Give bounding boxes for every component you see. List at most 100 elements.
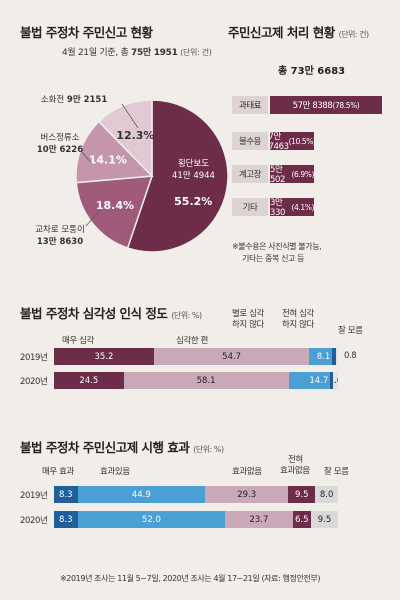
- pie-pct-label: 14.1%: [89, 154, 127, 167]
- segment-value: 29.3: [237, 489, 257, 500]
- segment-value: 1.6: [333, 375, 338, 386]
- segment-value: 23.7: [249, 514, 269, 525]
- proc-total: 총 73만 6683: [278, 66, 346, 77]
- bar-segment: 9.5: [311, 511, 338, 528]
- proc-title: 주민신고제 처리 현황 (단위: 건): [228, 22, 369, 41]
- pie-leader-line: [85, 209, 101, 227]
- series-label: 매우 효과: [42, 467, 74, 477]
- bar-segment: 23.7: [225, 511, 293, 528]
- series-label: 매우 심각: [62, 336, 94, 346]
- serious-title: 불법 주정차 심각성 인식 정도 (단위: %): [20, 303, 202, 322]
- bar-segment: [332, 348, 336, 365]
- proc-value-label: 57만 8388: [292, 101, 333, 111]
- proc-bar: 7만 7463 (10.5%): [268, 132, 316, 152]
- series-label: 전혀 심각: [282, 309, 314, 319]
- pie-subtitle: 4월 21일 기준, 총 75만 1951 (단위: 건): [62, 45, 212, 58]
- pie-count-label: 41만 4944: [172, 171, 215, 181]
- bar-segment: 8.3: [54, 511, 78, 528]
- pie-pct-label: 12.3%: [116, 129, 154, 142]
- segment-value: 44.9: [131, 489, 151, 500]
- series-label: 별로 심각: [232, 309, 264, 319]
- effect-unit: (단위: %): [193, 445, 224, 454]
- series-label: 잘 모름: [338, 326, 363, 336]
- proc-title-text: 주민신고제 처리 현황: [228, 25, 335, 40]
- bar-segment: [335, 348, 338, 365]
- pie-outside-name: 버스정류소: [40, 132, 79, 143]
- year-label: 2020년: [20, 516, 48, 526]
- segment-value: 35.2: [94, 351, 114, 362]
- bar-segment: 44.9: [77, 486, 206, 503]
- serious-title-text: 불법 주정차 심각성 인식 정도: [20, 306, 168, 321]
- pie-pct-label: 18.4%: [96, 199, 134, 212]
- pie-subtitle-total: 75만 1951: [130, 48, 178, 58]
- segment-value: 9.5: [317, 514, 332, 525]
- proc-pct-label: (4.1%): [291, 202, 314, 212]
- proc-pct-label: (78.5%): [332, 100, 360, 110]
- bar-segment: 6.5: [292, 511, 311, 528]
- year-label: 2019년: [20, 491, 48, 501]
- series-label: 효과없음: [232, 467, 262, 477]
- segment-value: 9.5: [295, 489, 309, 500]
- proc-bar: 5만 502 (6.9%): [270, 165, 314, 185]
- pie-name-label: 횡단보도: [178, 158, 209, 169]
- proc-note-line1: ※불수용은 사진식별 불가능,: [232, 242, 322, 251]
- pie-title: 불법 주정차 주민신고 현황: [20, 25, 153, 40]
- pie-pct-label: 55.2%: [174, 195, 212, 208]
- series-label: 잘 모름: [324, 467, 349, 477]
- pie-outside-count: 10만 6226: [37, 144, 83, 155]
- bar-segment: 52.0: [77, 511, 226, 528]
- pie-slice: [75, 175, 154, 249]
- bar-segment: 8.0: [315, 486, 338, 503]
- proc-category-label: 계고장: [232, 165, 268, 183]
- bar-segment: [330, 372, 334, 389]
- segment-value: 54.7: [222, 351, 242, 362]
- segment-value: 8.0: [319, 489, 334, 500]
- segment-value: 6.5: [295, 514, 309, 525]
- proc-bar: 3만 330 (4.1%): [270, 198, 314, 218]
- segment-value: 8.1: [316, 351, 331, 362]
- serious-unit: (단위: %): [171, 311, 202, 320]
- bar-segment: 58.1: [123, 372, 289, 389]
- segment-value-outside: 0.8: [344, 351, 357, 361]
- year-label: 2020년: [20, 377, 48, 387]
- bar-segment: 9.5: [288, 486, 316, 503]
- proc-note-line2: 기타는 중복 신고 등: [242, 254, 305, 263]
- segment-value: 58.1: [196, 375, 216, 386]
- proc-category-label: 기타: [232, 198, 268, 216]
- proc-value-label: 7만 7463: [268, 132, 289, 152]
- series-label: 효과있음: [100, 467, 130, 477]
- series-label: 전혀: [288, 455, 303, 465]
- bar-segment: 8.1: [309, 348, 333, 365]
- pie-subtitle-unit: (단위: 건): [180, 48, 212, 57]
- bar-segment: 35.2: [54, 348, 154, 365]
- effect-title-text: 불법 주정차 주민신고제 시행 효과: [20, 440, 190, 455]
- pie-leader-line: [81, 151, 93, 165]
- series-label: 효과없음: [280, 466, 310, 476]
- proc-value-label: 3만 330: [270, 198, 286, 218]
- segment-value: 52.0: [141, 514, 161, 525]
- bar-segment: 24.5: [54, 372, 124, 389]
- bar-segment: 8.3: [54, 486, 78, 503]
- bar-segment: 1.6: [333, 372, 338, 389]
- proc-pct-label: (6.9%): [291, 169, 314, 179]
- proc-category-label: 과태료: [232, 96, 268, 114]
- pie-slice: [75, 120, 154, 184]
- proc-unit: (단위: 건): [338, 30, 370, 39]
- series-label: 심각한 편: [176, 336, 208, 346]
- bar-segment: 29.3: [205, 486, 289, 503]
- pie-outside-label: 소화전 9만 2151: [41, 94, 108, 105]
- bar-segment: 54.7: [153, 348, 310, 365]
- pie-subtitle-prefix: 4월 21일 기준, 총: [62, 48, 131, 58]
- pie-outside-count: 13만 8630: [37, 236, 83, 247]
- year-label: 2019년: [20, 353, 48, 363]
- proc-bar: 57만 8388 (78.5%): [270, 96, 382, 114]
- proc-pct-label: (10.5%): [288, 136, 316, 146]
- pie-outside-name: 교차로 모퉁이: [35, 224, 85, 235]
- proc-category-label: 불수용: [232, 132, 268, 150]
- footer-note: ※2019년 조사는 11월 5~7일, 2020년 조사는 4월 17~21일…: [60, 574, 321, 583]
- proc-value-label: 5만 502: [270, 165, 286, 185]
- segment-value: 24.5: [79, 375, 99, 386]
- series-label: 하지 않다: [282, 320, 314, 330]
- bar-segment: 14.7: [288, 372, 331, 389]
